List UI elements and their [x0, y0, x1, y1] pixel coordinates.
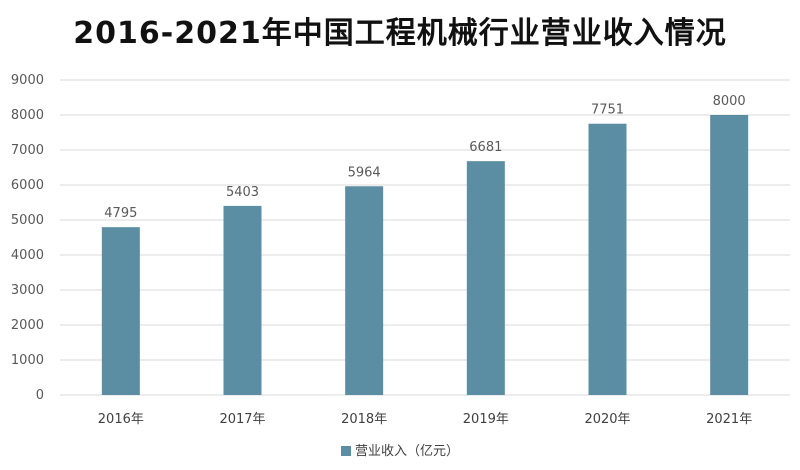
data-label: 5964 [348, 165, 381, 180]
y-tick-label: 3000 [11, 283, 44, 298]
x-tick-label: 2021年 [706, 412, 752, 427]
y-tick-label: 6000 [11, 178, 44, 193]
chart-title: 2016-2021年中国工程机械行业营业收入情况 [73, 16, 727, 51]
x-tick-label: 2017年 [219, 412, 265, 427]
legend-swatch [340, 446, 351, 456]
x-tick-label: 2019年 [463, 412, 509, 427]
data-label: 8000 [713, 94, 746, 109]
bar [101, 227, 140, 395]
legend: 营业收入（亿元） [0, 440, 800, 459]
x-tick-label: 2016年 [98, 412, 144, 427]
y-tick-label: 2000 [11, 318, 44, 333]
x-tick-label: 2018年 [341, 412, 387, 427]
x-tick-label: 2020年 [584, 412, 630, 427]
y-tick-label: 0 [36, 388, 44, 403]
y-tick-label: 4000 [11, 248, 44, 263]
data-label: 4795 [104, 206, 137, 221]
data-label: 7751 [591, 103, 624, 118]
y-tick-label: 5000 [11, 213, 44, 228]
y-tick-label: 8000 [11, 108, 44, 123]
data-label: 5403 [226, 185, 259, 200]
y-tick-label: 9000 [11, 73, 44, 88]
y-tick-label: 7000 [11, 143, 44, 158]
bar [223, 205, 262, 395]
bar [588, 123, 627, 395]
data-label: 6681 [469, 140, 502, 155]
y-tick-label: 1000 [11, 353, 44, 368]
legend-label: 营业收入（亿元） [354, 444, 459, 459]
bar [345, 186, 384, 395]
bar [710, 115, 749, 395]
bar [466, 161, 505, 395]
